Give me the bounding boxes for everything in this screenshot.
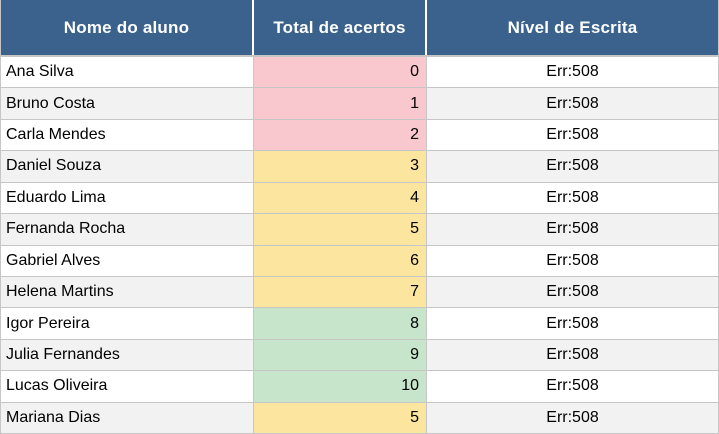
- writing-level-cell[interactable]: Err:508: [546, 377, 599, 395]
- student-name-cell[interactable]: Lucas Oliveira: [1, 371, 254, 402]
- student-name-cell[interactable]: Helena Martins: [1, 276, 254, 308]
- writing-level-cell[interactable]: Err:508: [427, 402, 718, 433]
- student-name-cell[interactable]: Gabriel Alves: [1, 245, 254, 276]
- total-score-cell[interactable]: 0: [254, 57, 427, 88]
- total-score-cell[interactable]: 5: [254, 402, 427, 433]
- table-row: Helena Martins 7 Err:508: [1, 276, 718, 309]
- table-row: Fernanda Rocha 5 Err:508: [1, 214, 718, 246]
- student-name-cell[interactable]: Ana Silva: [1, 57, 254, 88]
- student-name-cell[interactable]: Daniel Souza: [1, 151, 254, 182]
- student-name-cell[interactable]: Bruno Costa: [1, 88, 254, 119]
- header-cell-writing-level[interactable]: Nível de Escrita: [507, 17, 638, 37]
- total-score-cell[interactable]: 7: [254, 276, 427, 308]
- student-name-cell[interactable]: Mariana Dias: [1, 402, 254, 433]
- student-name-cell[interactable]: Eduardo Lima: [1, 182, 254, 214]
- total-score-cell[interactable]: 2: [254, 119, 427, 151]
- table-row: Eduardo Lima 4 Err:508: [1, 182, 718, 215]
- table-row: Bruno Costa 1 Err:508: [1, 88, 718, 120]
- total-score-cell[interactable]: 6: [254, 245, 427, 276]
- table-row: Ana Silva 0 Err:508: [1, 57, 718, 89]
- student-name-cell[interactable]: Julia Fernandes: [1, 339, 254, 371]
- writing-level-cell[interactable]: Err:508: [546, 314, 599, 332]
- total-score-cell[interactable]: 1: [254, 88, 427, 119]
- table-body: Ana Silva 0 Err:508 Bruno Costa 1 Err:508 Carl…: [1, 57, 718, 433]
- writing-level-cell[interactable]: Err:508: [427, 339, 718, 371]
- total-score-cell[interactable]: 8: [254, 308, 427, 339]
- writing-level-cell[interactable]: Err:508: [546, 251, 599, 269]
- writing-level-cell[interactable]: Err:508: [546, 63, 599, 81]
- table-row: Lucas Oliveira 10 Err:508: [1, 371, 718, 403]
- writing-level-cell[interactable]: Err:508: [427, 88, 718, 119]
- total-score-cell[interactable]: 5: [254, 214, 427, 245]
- student-name-cell[interactable]: Igor Pereira: [1, 308, 254, 339]
- header-cell-student-name[interactable]: Nome do aluno: [1, 0, 254, 55]
- table-row: Carla Mendes 2 Err:508: [1, 119, 718, 152]
- writing-level-cell[interactable]: Err:508: [546, 126, 599, 144]
- writing-level-cell[interactable]: Err:508: [546, 188, 599, 206]
- table-row: Igor Pereira 8 Err:508: [1, 308, 718, 340]
- total-score-cell[interactable]: 4: [254, 182, 427, 214]
- writing-level-cell[interactable]: Err:508: [427, 276, 718, 308]
- student-name-cell[interactable]: Carla Mendes: [1, 119, 254, 151]
- table-header-row: Nome do aluno Total de acertos Nível de …: [1, 0, 718, 57]
- writing-level-cell[interactable]: Err:508: [427, 214, 718, 245]
- total-score-cell[interactable]: 3: [254, 151, 427, 182]
- total-score-cell[interactable]: 10: [254, 371, 427, 402]
- writing-level-cell[interactable]: Err:508: [427, 151, 718, 182]
- student-name-cell[interactable]: Fernanda Rocha: [1, 214, 254, 245]
- table-row: Daniel Souza 3 Err:508: [1, 151, 718, 183]
- total-score-cell[interactable]: 9: [254, 339, 427, 371]
- header-cell-total-score[interactable]: Total de acertos: [254, 0, 427, 55]
- table-row: Mariana Dias 5 Err:508: [1, 402, 718, 433]
- table-row: Gabriel Alves 6 Err:508: [1, 245, 718, 277]
- table-row: Julia Fernandes 9 Err:508: [1, 339, 718, 372]
